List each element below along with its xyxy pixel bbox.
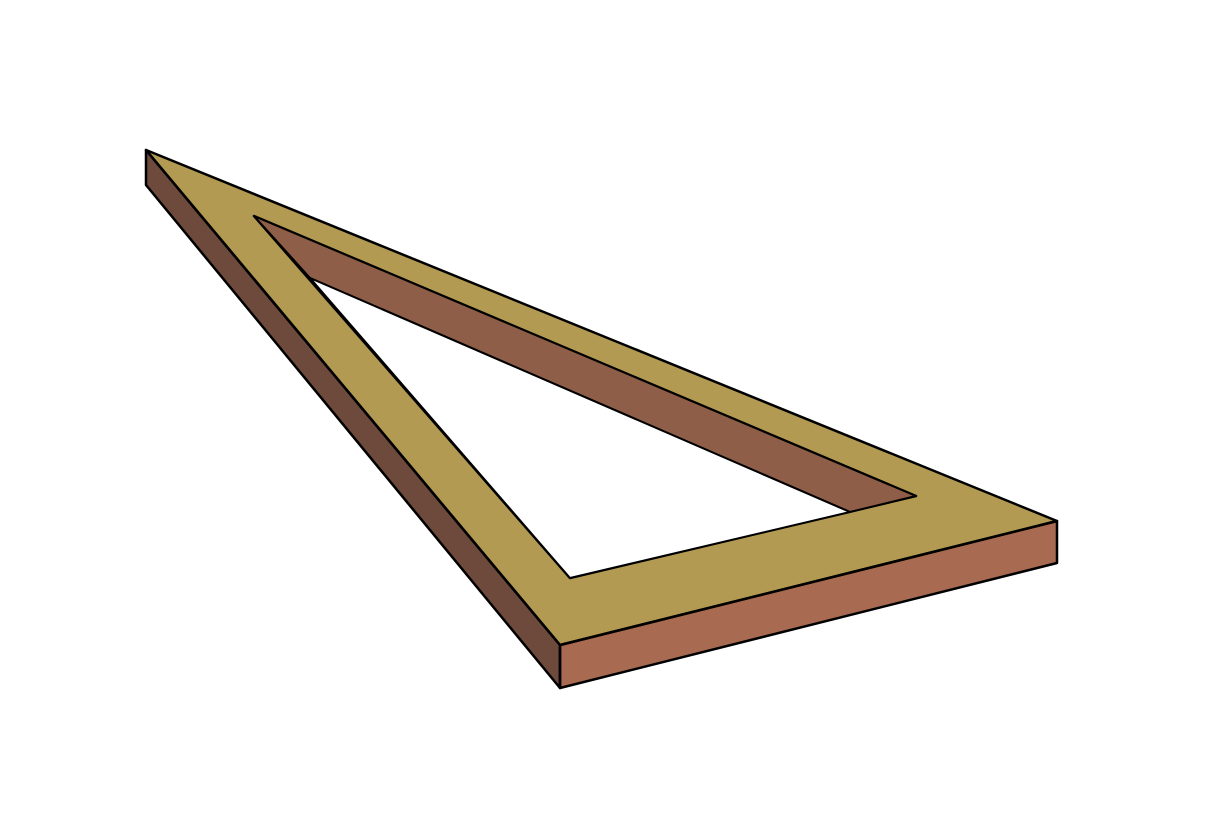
left-top-edge bbox=[145, 149, 561, 646]
frame-opening bbox=[309, 277, 851, 579]
front-top-edge bbox=[559, 519, 1058, 647]
